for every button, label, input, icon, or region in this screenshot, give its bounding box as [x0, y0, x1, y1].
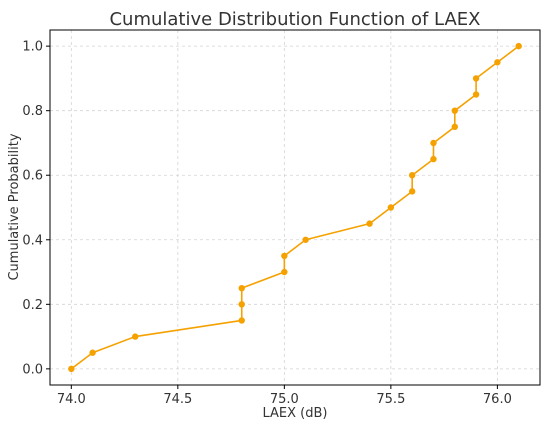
data-point	[238, 317, 245, 324]
data-point	[281, 252, 288, 260]
y-tick-label: 0.4	[22, 233, 43, 248]
y-axis-label: Cumulative Probability	[7, 133, 22, 280]
x-axis-label: LAEX (dB)	[263, 406, 328, 421]
data-point	[430, 155, 437, 163]
y-tick-label: 0.2	[22, 298, 43, 313]
ticks-layer: 74.0 74.5 75.0 75.5 76.0 0.0 0.2 0.4 0.6 0.8 1.0	[22, 40, 512, 407]
data-point	[451, 107, 458, 114]
x-tick-label: 74.5	[163, 392, 192, 407]
data-point	[89, 349, 96, 356]
x-tick-label: 75.5	[376, 392, 405, 407]
data-point	[408, 172, 416, 179]
x-tick-label: 75.0	[270, 392, 299, 407]
data-point	[451, 123, 458, 131]
data-point	[472, 75, 480, 82]
data-point	[302, 236, 309, 243]
y-tick-label: 1.0	[22, 40, 43, 55]
plot-frame	[49, 29, 541, 386]
y-tick-label: 0.0	[22, 362, 43, 377]
data-point	[387, 204, 395, 211]
axes-layer	[49, 29, 541, 386]
data-point	[238, 301, 245, 308]
data-point	[281, 268, 288, 276]
data-point	[472, 91, 480, 98]
data-point	[68, 365, 75, 373]
data-point	[494, 59, 501, 66]
x-tick-label: 74.0	[57, 392, 86, 407]
chart-title: Cumulative Distribution Function of LAEX	[109, 9, 480, 30]
x-tick-label: 76.0	[483, 392, 512, 407]
data-point	[238, 284, 245, 292]
y-tick-label: 0.6	[22, 169, 43, 184]
data-point	[515, 42, 522, 50]
data-point	[430, 139, 437, 147]
cdf-line	[70, 45, 520, 370]
series-layer	[68, 42, 522, 373]
data-point	[132, 333, 139, 340]
data-point	[408, 188, 416, 195]
grid-layer	[50, 30, 540, 385]
y-tick-label: 0.8	[22, 104, 43, 119]
data-point	[366, 220, 373, 227]
